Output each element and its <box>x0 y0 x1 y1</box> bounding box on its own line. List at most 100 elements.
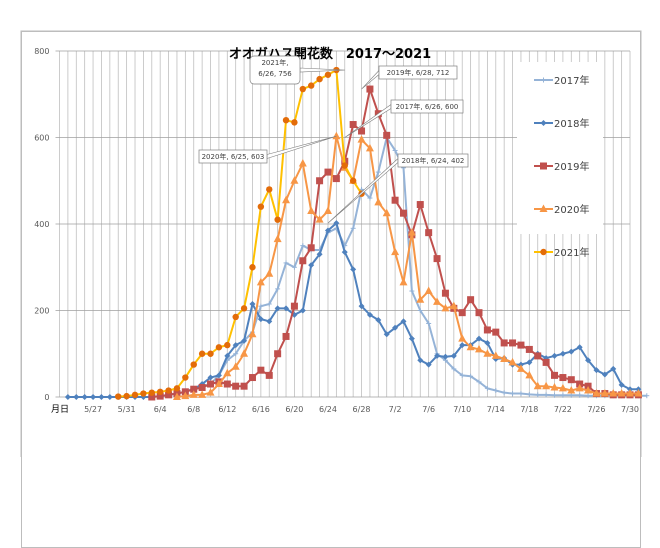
data-point-plus <box>409 288 415 294</box>
data-point-triangle <box>315 215 324 223</box>
data-point-triangle <box>539 204 548 212</box>
data-point-diamond <box>551 352 558 359</box>
callout-text: 2021年, <box>261 58 288 67</box>
data-point-plus <box>275 286 281 292</box>
data-point-circle <box>282 117 290 124</box>
data-point-square <box>433 255 441 263</box>
data-point-diamond <box>417 357 424 364</box>
legend-item-2018: 2018年 <box>534 117 589 130</box>
series-layer <box>64 66 650 401</box>
data-point-diamond <box>618 381 625 388</box>
data-point-square <box>358 127 366 135</box>
data-point-circle <box>173 385 181 392</box>
data-point-circle <box>299 85 307 93</box>
legend-background <box>517 62 603 234</box>
data-point-circle <box>257 203 265 210</box>
data-point-circle <box>224 341 231 349</box>
data-point-square <box>349 121 357 129</box>
callout-text: 2018年, 6/24, 402 <box>402 156 465 165</box>
data-point-square <box>509 339 517 347</box>
data-point-diamond <box>408 335 415 342</box>
data-point-diamond <box>106 394 113 400</box>
series-line <box>168 136 647 397</box>
data-point-triangle <box>407 228 416 236</box>
data-point-triangle <box>458 334 467 342</box>
data-point-square <box>257 366 265 374</box>
data-point-diamond <box>90 394 97 400</box>
y-tick-label: 600 <box>34 134 49 143</box>
data-point-square <box>223 380 231 388</box>
data-point-circle <box>207 350 214 357</box>
legend-label: 2018年 <box>554 117 589 130</box>
data-point-diamond <box>484 339 491 346</box>
data-point-circle <box>341 162 348 169</box>
data-point-plus <box>468 373 474 379</box>
data-point-plus <box>552 392 558 398</box>
line-chart: 0 200 400 600 800 5/27 5/31 6/4 6/8 6/12 6/16 6/20… <box>20 30 650 457</box>
data-point-diamond <box>350 266 357 273</box>
data-point-plus <box>644 393 650 399</box>
data-point-triangle <box>550 382 559 391</box>
data-point-circle <box>240 305 248 312</box>
data-point-diamond <box>593 367 600 374</box>
data-point-plus <box>510 391 516 397</box>
data-point-triangle <box>567 386 576 394</box>
x-tick-label: 6/28 <box>353 405 371 414</box>
annotations: 2021年, 6/26, 756 2019年, 6/28, 712 2017年, 6/… <box>198 55 469 224</box>
data-point-square <box>282 332 290 340</box>
data-point-square <box>290 302 298 310</box>
data-point-triangle <box>206 388 215 396</box>
data-point-diamond <box>215 372 222 379</box>
data-point-square <box>492 328 500 336</box>
callout-text: 2017年, 6/26, 600 <box>396 102 459 111</box>
data-point-plus <box>350 225 356 231</box>
data-point-triangle <box>357 135 366 143</box>
data-point-triangle <box>634 389 643 397</box>
data-point-square <box>391 196 399 204</box>
data-point-plus <box>585 393 591 399</box>
legend-label: 2017年 <box>554 74 589 87</box>
data-point-circle <box>249 264 256 271</box>
data-point-triangle <box>609 389 618 397</box>
x-tick-label: 7/6 <box>422 405 435 414</box>
data-point-square <box>265 371 273 379</box>
data-point-square <box>156 392 164 400</box>
callout-box <box>390 99 464 114</box>
data-point-triangle <box>525 370 534 379</box>
x-tick-label: 6/16 <box>252 405 270 414</box>
data-point-triangle <box>332 131 341 140</box>
data-point-diamond <box>308 262 315 269</box>
data-point-triangle <box>542 381 551 390</box>
data-point-triangle <box>433 297 442 305</box>
data-point-diamond <box>526 359 533 366</box>
data-point-triangle <box>223 368 232 377</box>
data-point-triangle <box>298 158 307 167</box>
data-point-circle <box>316 75 323 83</box>
data-point-square <box>383 131 391 139</box>
data-point-diamond <box>207 374 214 381</box>
legend-item-2020: 2020年 <box>534 203 589 216</box>
data-point-triangle <box>449 301 458 310</box>
data-point-square <box>198 383 206 391</box>
data-point-plus <box>476 379 482 385</box>
data-point-triangle <box>584 386 593 394</box>
x-tick-label: 6/24 <box>319 405 337 414</box>
data-point-square <box>307 244 315 252</box>
data-point-square <box>148 393 156 401</box>
data-point-circle <box>140 390 147 397</box>
data-point-square <box>525 345 533 353</box>
data-point-triangle <box>483 349 492 357</box>
x-tick-label: 6/4 <box>154 405 167 414</box>
data-point-diamond <box>283 305 290 312</box>
legend-item-2017: 2017年 <box>534 74 589 87</box>
y-tick-label: 800 <box>34 47 49 56</box>
data-point-triangle <box>198 390 207 398</box>
data-point-circle <box>324 71 332 78</box>
data-point-triangle <box>441 303 450 312</box>
data-point-triangle <box>575 383 584 392</box>
data-point-plus <box>417 308 423 313</box>
data-point-circle <box>156 388 164 396</box>
data-point-plus <box>258 303 264 309</box>
data-point-triangle <box>290 176 299 184</box>
x-tick-label: 6/20 <box>285 405 303 414</box>
